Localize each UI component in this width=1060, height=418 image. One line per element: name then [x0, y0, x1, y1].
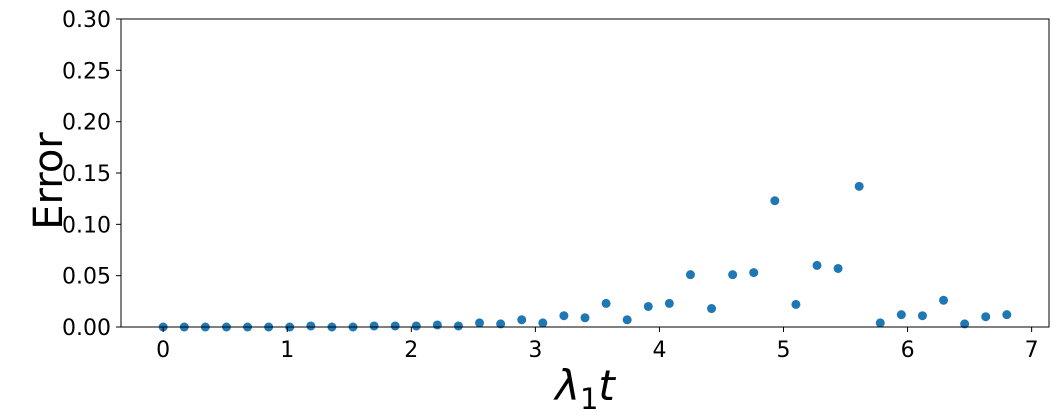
x-tick-label: 0 — [156, 338, 170, 363]
data-point — [517, 315, 527, 325]
data-point — [917, 311, 927, 321]
y-axis-ticks: 0.00 0.05 0.10 0.15 0.20 0.25 0.30 — [62, 8, 121, 341]
data-point — [432, 320, 442, 330]
y-axis-label: Error — [26, 132, 72, 230]
data-point — [728, 270, 738, 280]
y-tick-label: 0.10 — [62, 213, 111, 238]
y-tick-label: 0.25 — [62, 59, 111, 84]
data-point — [770, 196, 780, 206]
data-point — [854, 181, 864, 191]
data-point — [453, 321, 463, 331]
x-tick-label: 5 — [777, 338, 791, 363]
x-tick-label: 1 — [280, 338, 294, 363]
y-tick-label: 0.05 — [62, 265, 111, 290]
x-tick-label: 3 — [528, 338, 542, 363]
data-point — [960, 319, 970, 329]
data-point — [496, 319, 506, 329]
x-axis-ticks: 0 1 2 3 4 5 6 7 — [156, 327, 1039, 363]
y-tick-label: 0.20 — [62, 111, 111, 136]
data-point — [622, 315, 632, 325]
y-tick-label: 0.00 — [62, 316, 111, 341]
data-point — [306, 321, 316, 331]
data-point — [559, 311, 569, 321]
data-point — [475, 318, 485, 328]
data-point — [833, 263, 843, 273]
data-point — [875, 318, 885, 328]
data-point — [981, 312, 991, 322]
data-point — [707, 304, 717, 314]
x-tick-label: 2 — [404, 338, 418, 363]
data-point — [1002, 310, 1012, 320]
data-point — [812, 260, 822, 270]
data-point — [664, 298, 674, 308]
data-point — [896, 310, 906, 320]
x-tick-label: 6 — [901, 338, 915, 363]
data-point — [390, 321, 400, 331]
data-point — [643, 301, 653, 311]
data-point — [369, 321, 379, 331]
x-axis-label: λ1t — [553, 361, 616, 416]
data-points — [158, 181, 1012, 332]
x-tick-label: 4 — [652, 338, 666, 363]
data-point — [939, 295, 949, 305]
data-point — [538, 318, 548, 328]
data-point — [411, 321, 421, 331]
plot-frame — [120, 18, 1050, 328]
x-tick-label: 7 — [1025, 338, 1039, 363]
y-tick-label: 0.30 — [62, 8, 111, 33]
data-point — [580, 313, 590, 323]
data-point — [685, 270, 695, 280]
x-axis-label-main: λ — [553, 361, 580, 410]
data-point — [749, 268, 759, 278]
x-axis-label-subscript: 1 — [580, 382, 598, 416]
data-point — [791, 299, 801, 309]
x-axis-label-variable: t — [598, 361, 616, 410]
data-point — [601, 298, 611, 308]
y-tick-label: 0.15 — [62, 162, 111, 187]
